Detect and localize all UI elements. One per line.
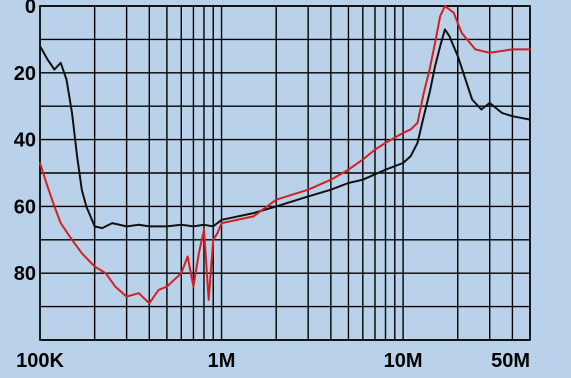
y-tick-label: 20: [14, 63, 36, 85]
series-group: [39, 5, 531, 305]
grid: [39, 5, 531, 341]
series-line-2: [39, 5, 531, 305]
y-tick-label: 60: [14, 196, 36, 218]
y-tick-label: 0: [25, 0, 36, 18]
x-tick-label: 50M: [491, 350, 530, 372]
y-tick-label: 80: [14, 263, 36, 285]
y-tick-label: 40: [14, 130, 36, 152]
plot-border: [39, 5, 531, 341]
series-line-1: [39, 28, 531, 230]
x-tick-label: 100K: [16, 350, 64, 372]
x-tick-label: 1M: [208, 350, 236, 372]
axis-labels: 100K 1M 10M 50M 0 20 40 60 80: [14, 0, 530, 372]
x-tick-label: 10M: [384, 350, 423, 372]
